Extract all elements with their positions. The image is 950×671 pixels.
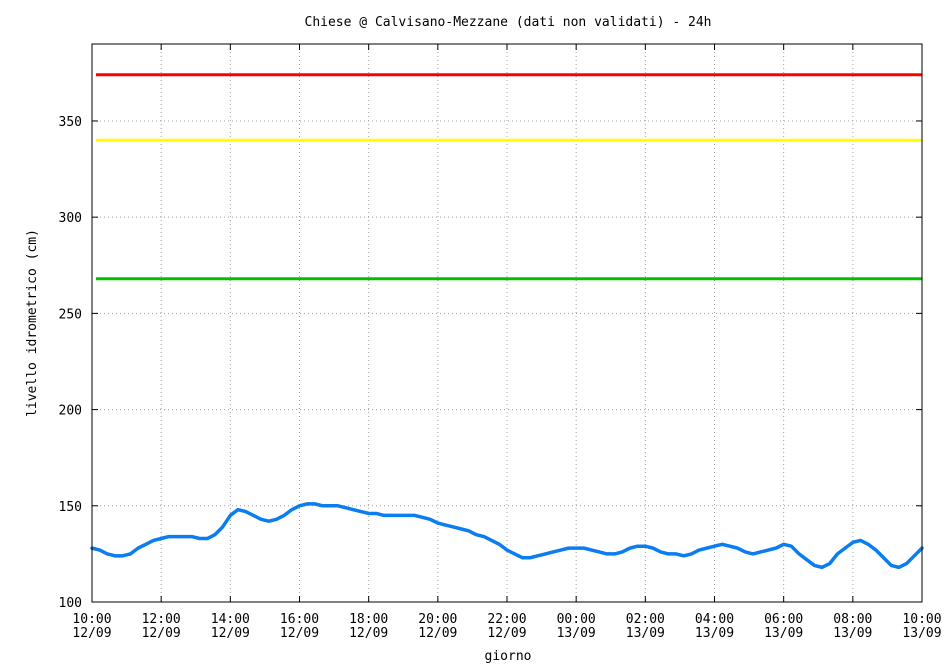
x-axis-ticks: 10:0012/0912:0012/0914:0012/0916:0012/09… — [72, 44, 942, 641]
x-tick-label-time: 00:00 — [557, 612, 596, 627]
x-tick-label-time: 20:00 — [418, 612, 457, 627]
series-group — [90, 502, 924, 570]
chart-title: Chiese @ Calvisano-Mezzane (dati non val… — [305, 15, 712, 30]
y-tick-label: 250 — [59, 307, 82, 322]
x-tick-label-date: 12/09 — [280, 626, 319, 641]
threshold-lines — [96, 73, 922, 281]
x-tick-label-time: 08:00 — [833, 612, 872, 627]
series-line — [90, 502, 924, 570]
grid-lines — [92, 44, 922, 602]
y-tick-label: 300 — [59, 211, 82, 226]
x-tick-label-time: 22:00 — [487, 612, 526, 627]
plot-border — [91, 43, 923, 603]
x-tick-label-time: 06:00 — [764, 612, 803, 627]
x-tick-label-time: 16:00 — [280, 612, 319, 627]
x-tick-label-date: 12/09 — [142, 626, 181, 641]
x-tick-label-time: 14:00 — [211, 612, 250, 627]
y-tick-label: 200 — [59, 404, 82, 419]
x-tick-label-date: 13/09 — [626, 626, 665, 641]
y-tick-label: 150 — [59, 500, 82, 515]
y-tick-label: 100 — [59, 596, 82, 611]
x-tick-label-date: 12/09 — [349, 626, 388, 641]
x-tick-label-time: 12:00 — [142, 612, 181, 627]
x-tick-label-time: 10:00 — [72, 612, 111, 627]
y-axis-ticks: 100 150 200 250 300 350 — [59, 115, 922, 611]
y-tick-label: 350 — [59, 115, 82, 130]
x-tick-label-date: 12/09 — [211, 626, 250, 641]
y-axis-label: livello idrometrico (cm) — [25, 229, 40, 417]
x-tick-label-date: 13/09 — [902, 626, 941, 641]
x-tick-label-time: 10:00 — [902, 612, 941, 627]
x-tick-label-time: 02:00 — [626, 612, 665, 627]
x-tick-label-time: 18:00 — [349, 612, 388, 627]
x-tick-label-date: 12/09 — [418, 626, 457, 641]
x-tick-label-date: 13/09 — [764, 626, 803, 641]
x-tick-label-date: 13/09 — [557, 626, 596, 641]
x-tick-label-time: 04:00 — [695, 612, 734, 627]
x-tick-label-date: 12/09 — [487, 626, 526, 641]
x-tick-label-date: 13/09 — [833, 626, 872, 641]
x-tick-label-date: 13/09 — [695, 626, 734, 641]
x-tick-label-date: 12/09 — [72, 626, 111, 641]
x-axis-label: giorno — [485, 649, 532, 664]
